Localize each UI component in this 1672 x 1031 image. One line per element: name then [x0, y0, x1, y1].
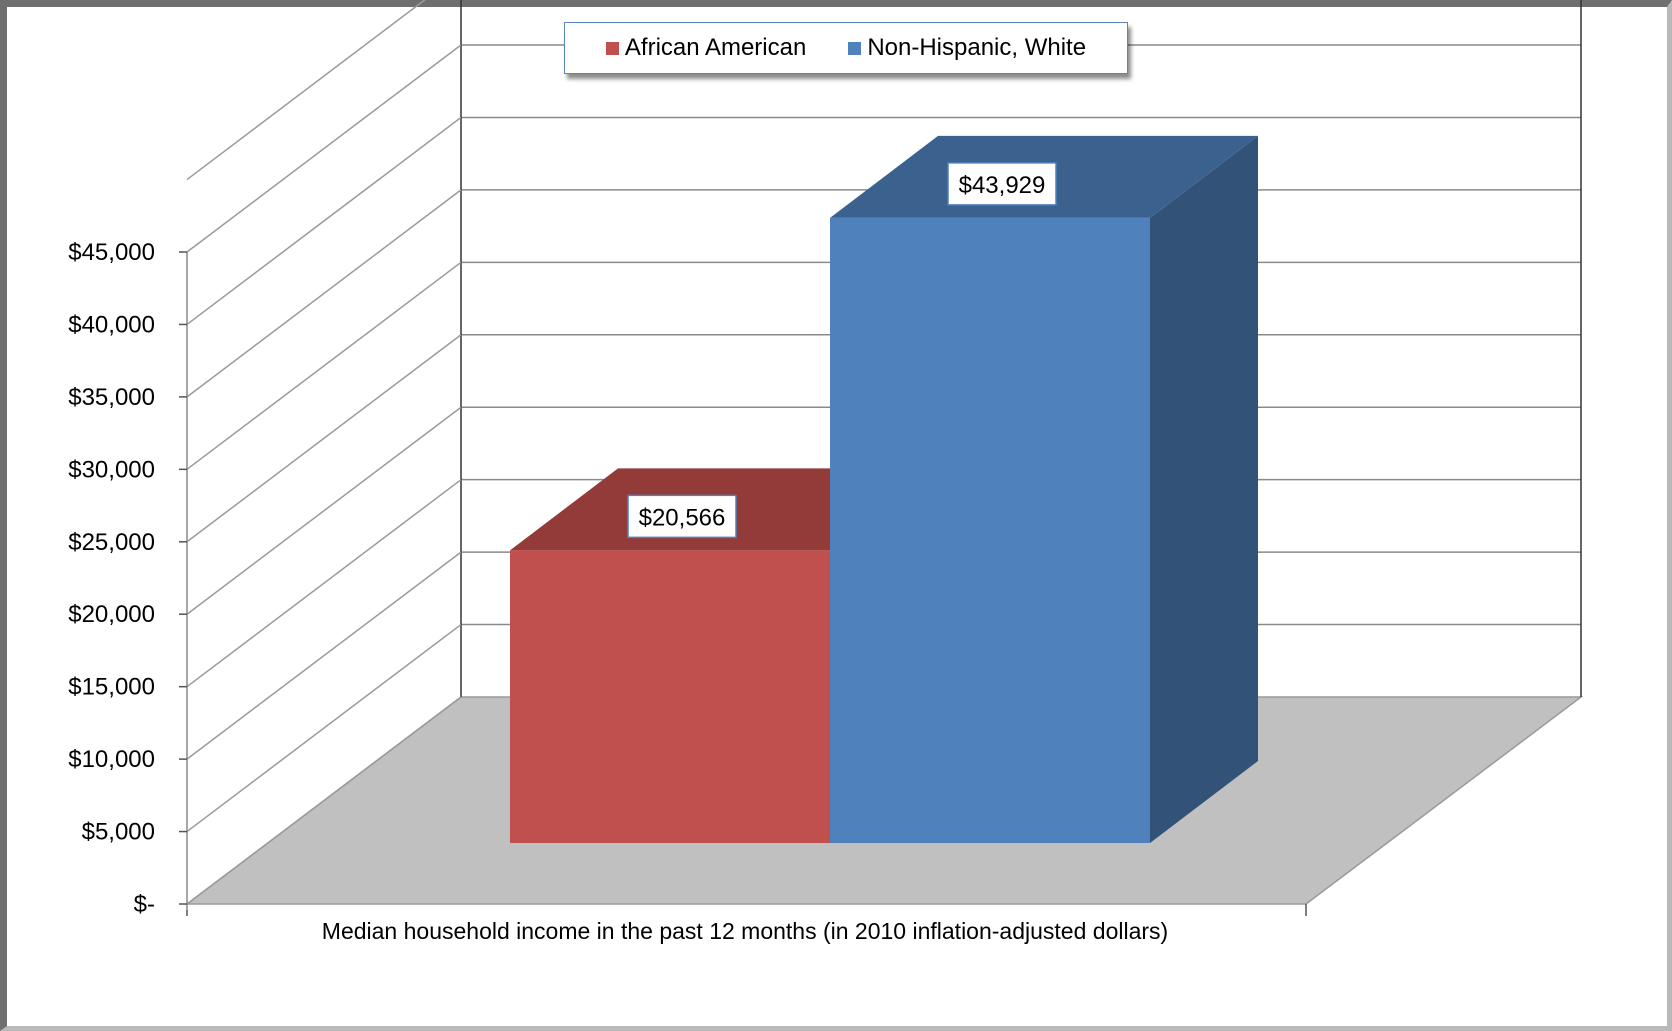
- y-tick-label: $45,000: [68, 239, 155, 266]
- data-label-box: [627, 494, 737, 539]
- side-wall-gridline: [186, 479, 462, 688]
- side-wall-gridline: [186, 551, 462, 760]
- y-tick-label: $25,000: [68, 529, 155, 556]
- data-label-text: $20,566: [639, 504, 726, 531]
- side-wall-gridline: [186, 116, 462, 326]
- y-tick-label: $20,000: [68, 601, 155, 628]
- side-wall-gridline: [186, 261, 462, 470]
- y-tick-label: $15,000: [68, 674, 155, 701]
- side-wall-gridline: [186, 189, 462, 398]
- legend-swatch-red: [605, 41, 619, 55]
- data-label-box: [947, 162, 1057, 206]
- y-axis: $- $5,000 $10,000 $15,000 $20,000 $25,000 $30,…: [68, 239, 1307, 918]
- side-wall-gridline: [186, 44, 462, 253]
- side-wall-gridline: [186, 0, 426, 181]
- data-label: $20,566: [627, 494, 737, 539]
- bar-side-face: [1150, 135, 1258, 844]
- y-tick-label: $35,000: [68, 384, 155, 411]
- chart-legend: African American Non-Hispanic, White: [564, 22, 1128, 74]
- chart-side-wall: [186, 0, 462, 905]
- y-tick-label: $30,000: [68, 456, 155, 483]
- data-labels: $20,566 $43,929: [627, 162, 1057, 539]
- legend-swatch-blue: [848, 41, 862, 55]
- side-wall-gridline: [186, 623, 462, 833]
- side-wall-gridline: [186, 406, 462, 615]
- data-label-text: $43,929: [959, 172, 1046, 199]
- legend-label: African American: [624, 34, 807, 61]
- y-tick-label: $40,000: [68, 311, 155, 338]
- y-tick-label: $-: [134, 891, 155, 918]
- y-tick-label: $5,000: [82, 819, 155, 846]
- bars: [510, 135, 1258, 844]
- legend-label: Non-Hispanic, White: [867, 34, 1087, 61]
- data-label: $43,929: [947, 162, 1057, 206]
- side-wall-gridline: [186, 696, 462, 905]
- legend-item-non-hispanic-white: Non-Hispanic, White: [848, 34, 1086, 62]
- side-wall-gridline: [186, 334, 462, 543]
- legend-item-african-american: African American: [605, 34, 807, 62]
- x-axis-label: Median household income in the past 12 m…: [322, 918, 1168, 944]
- bar-front-face: [510, 550, 830, 843]
- bar-front-face: [830, 217, 1150, 844]
- y-tick-label: $10,000: [68, 746, 155, 773]
